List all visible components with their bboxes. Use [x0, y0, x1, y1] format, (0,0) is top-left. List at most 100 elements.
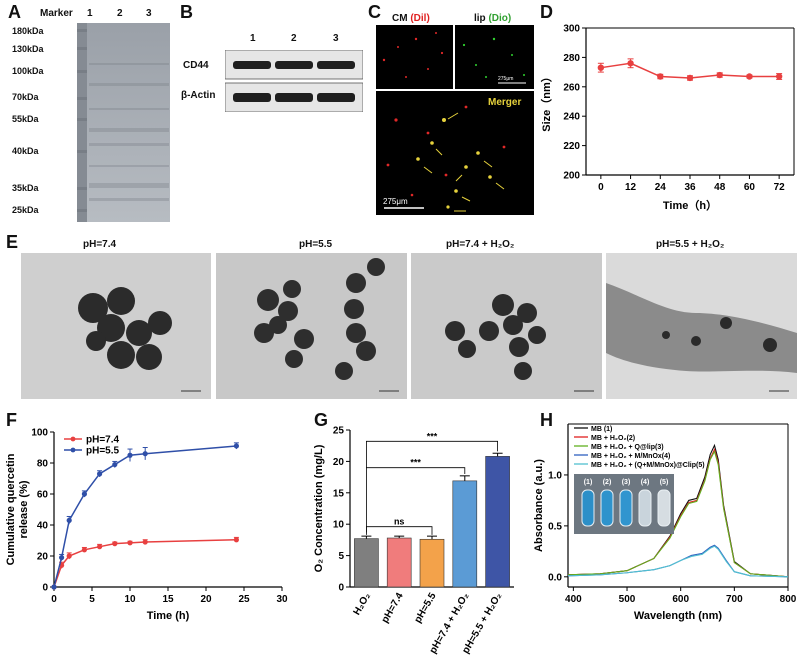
merge-label: Merger	[488, 97, 521, 108]
d-xlabel: Time（h）	[663, 199, 717, 212]
f-data-point	[66, 517, 72, 523]
f-legend-label: pH=7.4	[86, 435, 120, 446]
panel-label-b: B	[180, 2, 193, 22]
d-x-tick-label: 60	[744, 182, 756, 193]
chart-g: 0 5 10 15 20 25 O₂ Concentration (mg/L) H₂O₂ pH=…	[313, 426, 514, 656]
tem-image-ph55	[216, 253, 407, 399]
f-y-tick-label: 80	[37, 459, 49, 470]
f-data-point	[233, 443, 239, 449]
d-data-point	[775, 73, 783, 80]
wb-row-actin: β-Actin	[181, 90, 216, 101]
h-series-line	[567, 544, 789, 578]
g-bar	[485, 456, 510, 588]
d-y-tick-label: 240	[563, 112, 580, 123]
f-data-point	[142, 539, 148, 545]
wb-lane-1: 1	[250, 33, 256, 44]
h-y-tick-label: 1.0	[548, 470, 562, 481]
marker-180: 180kDa	[12, 26, 44, 36]
vial	[657, 489, 671, 527]
f-legend-label: pH=5.5	[86, 446, 120, 457]
g-annotation-sig-2-label: ***	[427, 431, 438, 441]
wb-lane-3: 3	[333, 33, 339, 44]
d-ylabel: Size（nm）	[540, 71, 553, 132]
h-legend-label: MB (1)	[591, 426, 612, 433]
scale-small: 275μm	[498, 76, 513, 82]
g-bar	[419, 538, 445, 588]
f-y-tick-label: 100	[31, 428, 48, 439]
f-ylabel: Cumulative quercetinrelease (%)	[6, 453, 30, 565]
d-y-tick-label: 260	[563, 82, 580, 93]
h-legend-label: MB + H₂O₂ + (Q+M/MnOx)@Clip(5)	[591, 462, 705, 469]
g-category-label: pH=5.5	[413, 591, 439, 626]
h-ylabel: Absorbance (a.u.)	[533, 459, 545, 552]
f-data-point	[97, 544, 103, 550]
lane-label-1: 1	[87, 8, 93, 19]
d-y-tick-label: 300	[563, 24, 580, 35]
panel-label-e: E	[6, 232, 19, 252]
marker-70: 70kDa	[12, 92, 39, 102]
g-bar	[452, 480, 478, 588]
panel-label-f: F	[6, 410, 17, 430]
marker-40: 40kDa	[12, 146, 39, 156]
g-y-tick-label: 25	[333, 426, 345, 437]
d-y-tick-label: 220	[563, 141, 580, 152]
panel-label-a: A	[8, 2, 21, 22]
marker-25: 25kDa	[12, 205, 39, 215]
lip-title: lip (Dio)	[474, 13, 512, 24]
marker-100: 100kDa	[12, 66, 44, 76]
d-data-point	[627, 60, 634, 67]
d-data-point	[716, 71, 723, 79]
h-legend-label: MB + H₂O₂ + Q@lip(3)	[591, 444, 664, 451]
marker-130: 130kDa	[12, 44, 44, 54]
panel-label-g: G	[314, 410, 329, 430]
tem-title-3: pH=7.4 + H₂O₂	[446, 239, 515, 250]
western-blot	[225, 50, 363, 112]
f-y-tick-label: 0	[42, 583, 48, 594]
f-data-point	[142, 451, 148, 457]
vial-label: (1)	[584, 479, 593, 486]
h-x-tick-label: 500	[619, 594, 636, 605]
tem-title-2: pH=5.5	[299, 239, 333, 250]
g-annotation-ns-label: ns	[394, 517, 405, 527]
g-y-tick-label: 15	[333, 488, 345, 499]
marker-header: Marker	[40, 8, 73, 19]
f-data-point	[233, 537, 239, 543]
h-xlabel: Wavelength (nm)	[634, 610, 723, 622]
tem-image-ph74	[21, 253, 211, 399]
fluorescence-images: 275μm Merger 275μm	[376, 25, 534, 215]
f-xlabel: Time (h)	[147, 610, 190, 622]
d-x-tick-label: 12	[625, 182, 637, 193]
f-data-point	[97, 471, 103, 477]
h-x-tick-label: 400	[565, 594, 582, 605]
vial-label: (4)	[641, 479, 650, 486]
h-series-line	[567, 545, 789, 578]
tem-title-1: pH=7.4	[83, 239, 117, 250]
vial-label: (2)	[603, 479, 612, 486]
d-data-point	[657, 73, 664, 80]
f-data-point	[51, 584, 57, 590]
f-legend-marker	[70, 447, 76, 453]
d-x-tick-label: 72	[774, 182, 786, 193]
g-ylabel: O₂ Concentration (mg/L)	[313, 444, 325, 572]
panel-label-h: H	[540, 410, 553, 430]
g-y-tick-label: 10	[333, 520, 345, 531]
g-category-label: H₂O₂	[352, 591, 373, 617]
h-x-tick-label: 700	[726, 594, 743, 605]
g-category-label: pH=7.4	[380, 591, 406, 626]
f-data-point	[127, 540, 133, 546]
g-annotation-ns-bracket	[366, 526, 433, 535]
d-data-point	[686, 74, 694, 82]
g-bar	[354, 538, 379, 588]
g-annotation-sig-1-label: ***	[410, 458, 421, 468]
h-x-tick-label: 600	[672, 594, 689, 605]
g-y-tick-label: 5	[338, 551, 344, 562]
d-y-tick-label: 200	[563, 171, 580, 182]
vial-label: (5)	[660, 479, 669, 486]
f-data-point	[81, 547, 87, 553]
scale-big: 275μm	[383, 197, 408, 206]
d-data-point	[597, 64, 605, 71]
vial	[619, 489, 633, 527]
g-y-tick-label: 0	[338, 583, 344, 594]
panel-label-d: D	[540, 2, 553, 22]
